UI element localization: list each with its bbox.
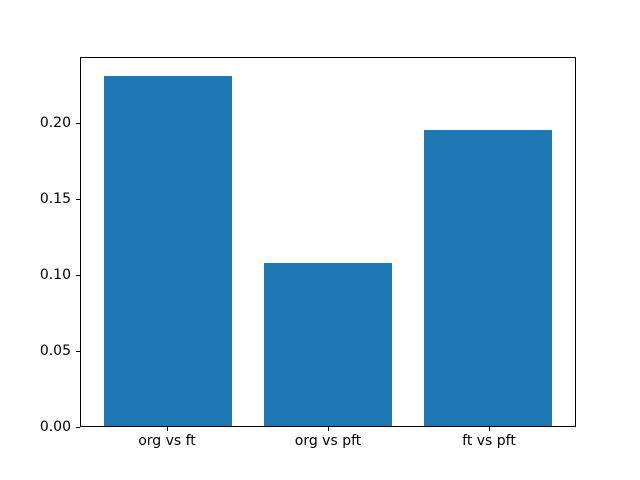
xtick-mark xyxy=(328,427,329,431)
xtick-label: ft vs pft xyxy=(462,433,516,449)
ytick-label: 0.15 xyxy=(39,191,71,208)
xtick-mark xyxy=(489,427,490,431)
ytick-label: 0.00 xyxy=(39,419,71,435)
bar-ft-vs-pft xyxy=(424,129,553,426)
ytick-label: 0.10 xyxy=(39,267,71,284)
ytick-mark xyxy=(76,123,80,125)
ytick-mark xyxy=(76,275,80,277)
ytick-label: 0.20 xyxy=(39,115,71,132)
ytick-label: 0.05 xyxy=(39,343,71,360)
xtick-mark xyxy=(167,427,168,431)
ytick-mark xyxy=(76,427,80,428)
xtick-label: org vs ft xyxy=(138,433,196,449)
bar-org-vs-ft xyxy=(103,75,232,426)
bar-org-vs-pft xyxy=(263,262,393,426)
ytick-mark xyxy=(76,199,80,201)
xtick-label: org vs pft xyxy=(294,433,362,449)
ytick-mark xyxy=(76,351,80,353)
plot-area xyxy=(80,57,576,427)
